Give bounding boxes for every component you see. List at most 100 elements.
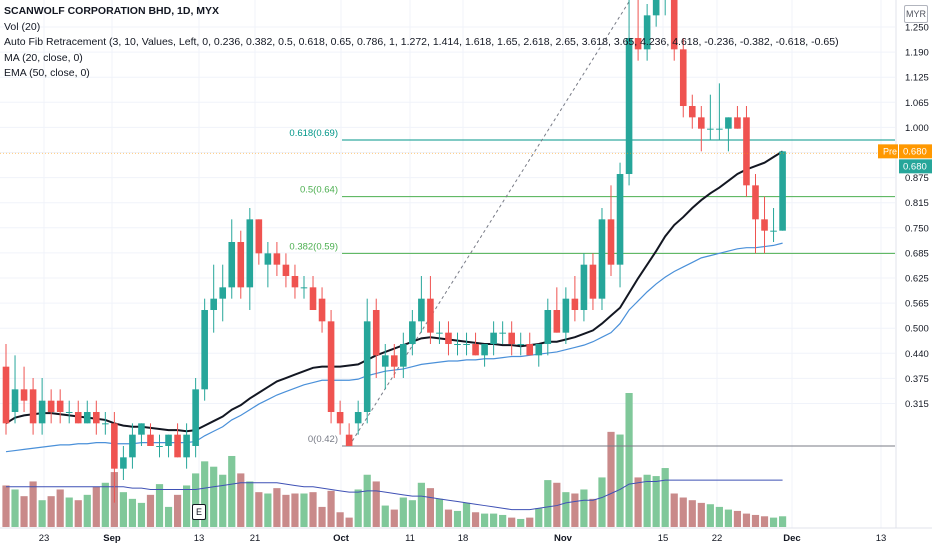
candle-body bbox=[716, 128, 723, 130]
candle-body bbox=[83, 412, 91, 424]
candle-body bbox=[490, 332, 497, 345]
fib-label: 0.382(0.59) bbox=[289, 241, 338, 252]
volume-bar bbox=[237, 473, 245, 527]
candle-body bbox=[418, 298, 425, 322]
candle-body bbox=[273, 253, 281, 265]
volume-bar bbox=[589, 498, 597, 527]
y-tick-label: 1.125 bbox=[905, 73, 929, 84]
volume-bar bbox=[201, 461, 209, 527]
x-tick-label: 13 bbox=[194, 533, 205, 544]
candle-body bbox=[535, 344, 543, 356]
x-tick-label: 21 bbox=[250, 533, 261, 544]
volume-bar bbox=[300, 493, 308, 527]
volume-bar bbox=[417, 482, 425, 527]
legend-ma[interactable]: MA (20, close, 0) bbox=[4, 51, 83, 64]
y-tick-label: 0.875 bbox=[905, 173, 929, 184]
volume-bar bbox=[29, 481, 37, 527]
volume-bar bbox=[643, 474, 651, 527]
candle-body bbox=[589, 264, 597, 299]
candle-body bbox=[499, 332, 506, 334]
volume-bar bbox=[408, 500, 416, 527]
legend-ema[interactable]: EMA (50, close, 0) bbox=[4, 67, 90, 79]
volume-ma-line bbox=[6, 479, 783, 511]
candle-body bbox=[291, 276, 299, 288]
candle-body bbox=[93, 412, 100, 424]
candle-body bbox=[571, 298, 579, 311]
candle-body bbox=[670, 0, 678, 50]
last-price-label: 0.680 bbox=[903, 161, 927, 172]
fib-label: 0(0.42) bbox=[308, 434, 338, 445]
candle-body bbox=[282, 264, 290, 277]
time-axis: 23 Sep 13 21 Oct 11 18 Nov 15 22 Dec 13 bbox=[39, 533, 887, 544]
x-tick-label: Oct bbox=[333, 533, 350, 544]
volume-bar bbox=[74, 500, 82, 527]
volume-bar bbox=[634, 477, 642, 527]
candle-body bbox=[688, 106, 696, 118]
legend-fib[interactable]: Auto Fib Retracement (3, 10, Values, Lef… bbox=[4, 36, 839, 48]
volume-bar bbox=[480, 513, 489, 527]
y-tick-label: 0.500 bbox=[905, 324, 929, 335]
volume-bar bbox=[173, 494, 182, 527]
indicator-lines bbox=[5, 150, 784, 511]
volume-bar bbox=[345, 517, 353, 527]
y-tick-label: 0.750 bbox=[905, 223, 929, 234]
candle-body bbox=[779, 151, 786, 231]
legend-vol[interactable]: Vol (20) bbox=[4, 20, 41, 33]
candle-body bbox=[246, 219, 254, 288]
candle-body bbox=[607, 219, 615, 265]
volume-bar bbox=[598, 477, 606, 527]
candle-body bbox=[327, 321, 335, 413]
volume-bar bbox=[688, 500, 696, 527]
volume-bar bbox=[571, 493, 579, 527]
volume-bar bbox=[471, 512, 480, 527]
candle-body bbox=[508, 332, 515, 345]
volume-bar bbox=[381, 505, 389, 527]
candle-body bbox=[526, 344, 534, 356]
volume-bar bbox=[309, 492, 317, 527]
volume-bar bbox=[192, 473, 200, 527]
candle-body bbox=[652, 0, 660, 16]
pre-price-bg bbox=[899, 144, 932, 159]
volume-bar bbox=[733, 510, 742, 527]
candle-body bbox=[129, 434, 136, 458]
candle-body bbox=[409, 321, 416, 345]
volume-bar bbox=[336, 512, 344, 527]
candle-body bbox=[625, 38, 633, 175]
volume-bar bbox=[697, 502, 705, 527]
volume-bar bbox=[363, 474, 371, 527]
volume-bar bbox=[535, 508, 543, 527]
x-tick-label: 23 bbox=[39, 533, 50, 544]
volume-bar bbox=[426, 488, 435, 527]
volume-bar bbox=[724, 509, 732, 527]
candle-body bbox=[743, 117, 750, 186]
currency-badge[interactable]: MYR bbox=[904, 5, 928, 23]
volume-bar bbox=[652, 476, 660, 527]
volume-bar bbox=[580, 489, 588, 527]
volume-bar bbox=[760, 516, 769, 527]
volume-bar bbox=[146, 494, 155, 527]
volume-bar bbox=[562, 492, 570, 527]
candle-body bbox=[517, 344, 525, 346]
candle-body bbox=[616, 174, 624, 265]
candle-body bbox=[436, 332, 443, 334]
volume-bar bbox=[399, 497, 407, 527]
volume-bar bbox=[517, 518, 525, 527]
volume-bar bbox=[327, 490, 335, 527]
candle-body bbox=[228, 242, 236, 288]
pre-label: Pre bbox=[883, 146, 897, 156]
y-tick-label: 0.440 bbox=[905, 349, 929, 360]
candle-body bbox=[372, 310, 380, 356]
volume-bar bbox=[246, 481, 254, 527]
candle-body bbox=[725, 117, 732, 129]
candle-body bbox=[174, 434, 181, 458]
candle-body bbox=[47, 400, 55, 413]
earnings-marker[interactable]: E bbox=[192, 504, 206, 520]
candle-body bbox=[381, 355, 389, 367]
y-tick-label: 1.065 bbox=[905, 98, 929, 109]
volume-bar bbox=[751, 514, 760, 527]
candle-body bbox=[679, 49, 687, 107]
x-tick-label: 11 bbox=[405, 533, 415, 544]
candle-body bbox=[427, 298, 434, 333]
volume-bar bbox=[56, 489, 64, 527]
